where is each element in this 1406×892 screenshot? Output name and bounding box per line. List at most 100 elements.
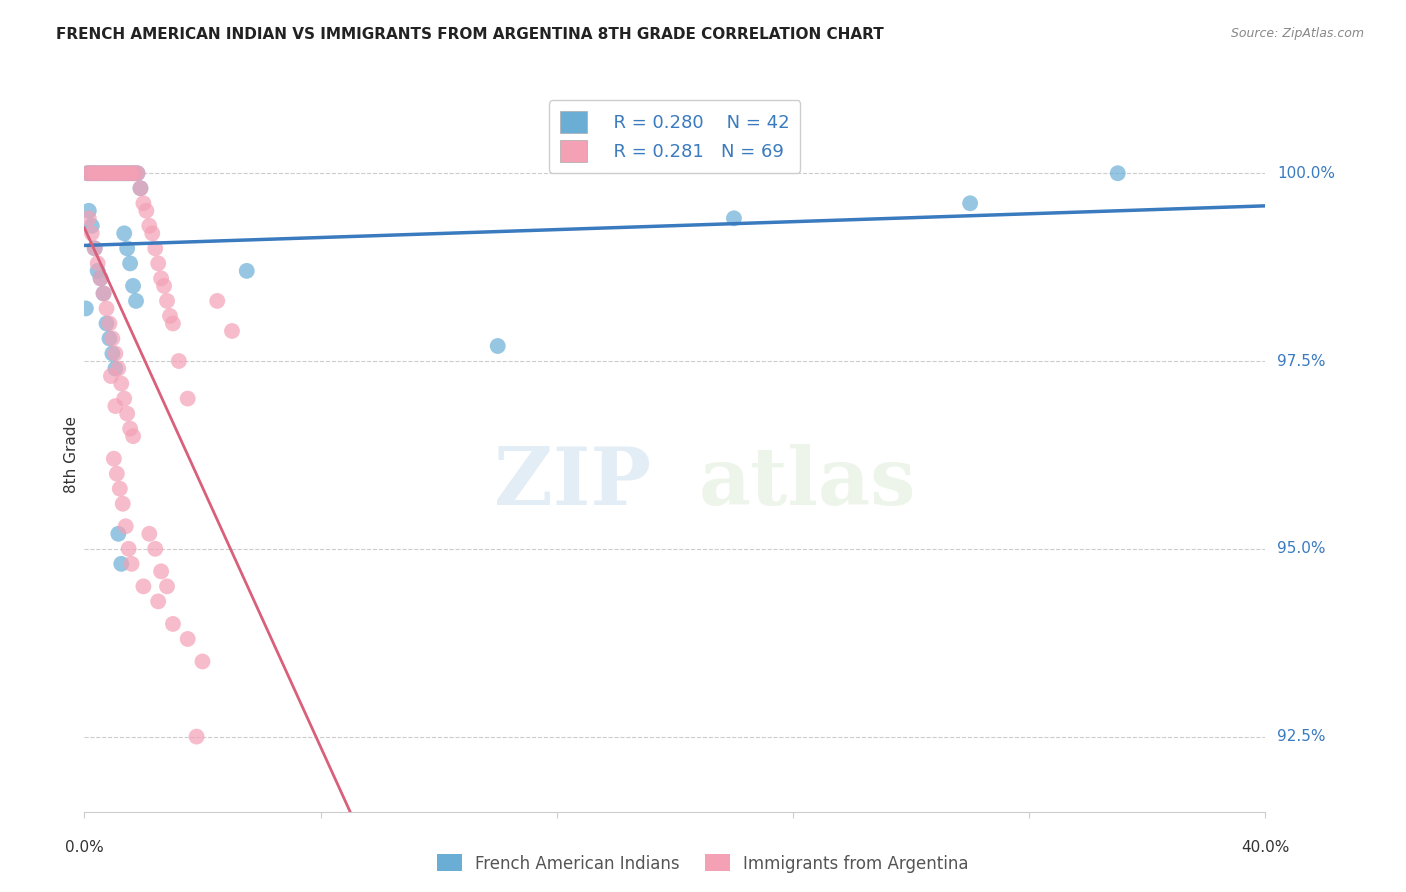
Point xyxy=(104,361,127,376)
Point xyxy=(107,526,129,541)
Point xyxy=(148,594,170,608)
Point xyxy=(98,331,121,345)
Point xyxy=(132,196,155,211)
Point xyxy=(124,166,146,180)
Point xyxy=(79,166,101,180)
Point xyxy=(205,293,228,308)
Point xyxy=(91,166,114,180)
Point xyxy=(111,166,134,180)
Text: 40.0%: 40.0% xyxy=(1241,840,1289,855)
Point xyxy=(114,166,136,180)
Point xyxy=(118,541,141,556)
Point xyxy=(141,227,163,241)
Point xyxy=(156,579,179,593)
Point xyxy=(125,293,148,308)
Point xyxy=(129,181,152,195)
Point xyxy=(143,541,166,556)
Point xyxy=(135,203,157,218)
Point xyxy=(121,166,143,180)
Point xyxy=(91,166,114,180)
Point xyxy=(127,166,149,180)
Point xyxy=(86,264,108,278)
Point xyxy=(159,309,181,323)
Point xyxy=(76,166,98,180)
Text: 100.0%: 100.0% xyxy=(1277,166,1336,181)
Point xyxy=(90,271,112,285)
Point xyxy=(107,361,129,376)
Point xyxy=(120,422,142,436)
Point xyxy=(104,346,127,360)
Point xyxy=(103,166,125,180)
Point xyxy=(156,293,179,308)
Point xyxy=(1107,166,1129,180)
Point xyxy=(75,301,97,316)
Point xyxy=(111,166,134,180)
Point xyxy=(122,429,145,443)
Point xyxy=(97,166,120,180)
Point xyxy=(98,317,121,331)
Point xyxy=(103,166,125,180)
Point xyxy=(93,286,115,301)
Text: atlas: atlas xyxy=(699,444,915,523)
Point xyxy=(138,219,160,233)
Point xyxy=(108,166,131,180)
Point xyxy=(94,166,117,180)
Point xyxy=(115,241,138,255)
Point xyxy=(235,264,259,278)
Point xyxy=(80,219,103,233)
Point xyxy=(143,241,166,255)
Legend:   R = 0.280    N = 42,   R = 0.281   N = 69: R = 0.280 N = 42, R = 0.281 N = 69 xyxy=(550,100,800,173)
Point xyxy=(87,166,111,180)
Point xyxy=(122,279,145,293)
Text: 95.0%: 95.0% xyxy=(1277,541,1326,557)
Point xyxy=(100,369,122,384)
Point xyxy=(186,730,208,744)
Point xyxy=(84,166,107,180)
Point xyxy=(167,354,190,368)
Point xyxy=(121,166,143,180)
Point xyxy=(79,166,101,180)
Text: 97.5%: 97.5% xyxy=(1277,353,1326,368)
Y-axis label: 8th Grade: 8th Grade xyxy=(63,417,79,493)
Point xyxy=(93,286,115,301)
Text: 92.5%: 92.5% xyxy=(1277,729,1326,744)
Point xyxy=(100,166,122,180)
Point xyxy=(111,497,134,511)
Point xyxy=(90,271,112,285)
Point xyxy=(150,565,173,579)
Point xyxy=(112,392,135,406)
Point xyxy=(80,227,103,241)
Point xyxy=(112,227,135,241)
Point xyxy=(120,256,142,270)
Point xyxy=(77,203,100,218)
Point xyxy=(177,392,200,406)
Point xyxy=(104,399,127,413)
Point xyxy=(118,166,141,180)
Legend: French American Indians, Immigrants from Argentina: French American Indians, Immigrants from… xyxy=(430,847,976,880)
Point xyxy=(148,256,170,270)
Point xyxy=(87,166,111,180)
Point xyxy=(105,467,128,481)
Point xyxy=(96,317,118,331)
Text: 0.0%: 0.0% xyxy=(65,840,104,855)
Point xyxy=(108,166,131,180)
Point xyxy=(221,324,243,338)
Point xyxy=(77,211,100,226)
Text: FRENCH AMERICAN INDIAN VS IMMIGRANTS FROM ARGENTINA 8TH GRADE CORRELATION CHART: FRENCH AMERICAN INDIAN VS IMMIGRANTS FRO… xyxy=(56,27,884,42)
Point xyxy=(150,271,173,285)
Point xyxy=(115,407,138,421)
Point xyxy=(83,241,105,255)
Point xyxy=(96,301,118,316)
Point xyxy=(127,166,149,180)
Point xyxy=(723,211,745,226)
Point xyxy=(110,376,132,391)
Point xyxy=(162,616,184,631)
Point xyxy=(108,482,131,496)
Point xyxy=(82,166,104,180)
Point xyxy=(83,241,105,255)
Text: ZIP: ZIP xyxy=(495,444,651,523)
Point xyxy=(153,279,176,293)
Point xyxy=(132,579,155,593)
Point xyxy=(114,519,136,533)
Point xyxy=(138,526,160,541)
